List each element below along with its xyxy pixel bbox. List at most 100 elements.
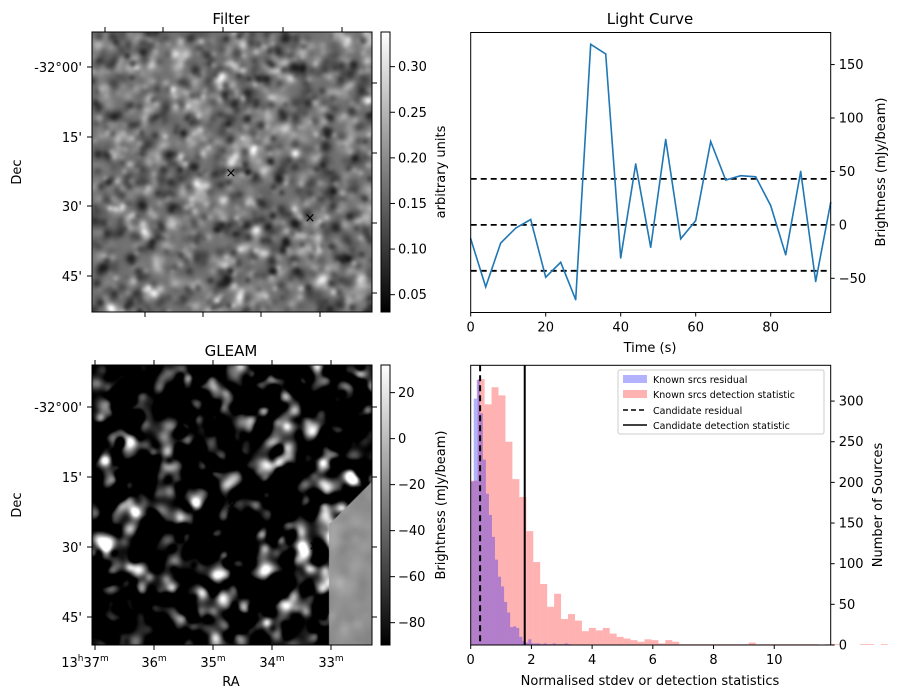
candidate-marker: × xyxy=(227,499,238,514)
light-curve-point xyxy=(769,204,772,207)
histogram-bar xyxy=(476,379,480,645)
gleam-image xyxy=(92,365,372,645)
filter-ticks xyxy=(87,27,377,317)
histogram-bar xyxy=(498,576,502,645)
detection-statistic-bars xyxy=(470,379,888,645)
histogram-bar xyxy=(479,413,483,645)
light-curve-point xyxy=(484,286,487,288)
ra-tick-label: 35m xyxy=(200,654,225,671)
light-curve-point xyxy=(559,261,562,264)
gleam-colorbar xyxy=(381,365,390,645)
histogram-bar xyxy=(510,627,514,645)
light-curve-point xyxy=(754,175,757,178)
x-tick-label: 40 xyxy=(612,321,629,336)
reference-marker: × xyxy=(305,211,316,226)
histogram-bar xyxy=(528,639,532,645)
light-curve-point xyxy=(664,138,667,141)
light-curve-xlabel: Time (s) xyxy=(623,341,677,356)
histogram-bar xyxy=(526,531,534,645)
light-curve-point xyxy=(589,43,592,46)
dec-tick-label: 30' xyxy=(62,541,82,556)
histogram-bar xyxy=(484,404,492,645)
light-curve-point xyxy=(679,237,682,240)
light-curve-point xyxy=(784,253,787,256)
gleam-ticks xyxy=(87,360,377,650)
light-curve-point xyxy=(739,174,742,177)
y-tick-label: 0 xyxy=(839,639,847,654)
gleam-colorbar-frame xyxy=(380,364,391,646)
colorbar-tick-label: −80 xyxy=(398,616,425,631)
gleam-ylabel: Dec xyxy=(10,492,25,517)
light-curve-point xyxy=(814,280,817,283)
histogram-bar xyxy=(504,601,508,645)
histogram-bar xyxy=(470,480,478,645)
filter-colorbar-ticks: 0.05 0.10 0.15 0.20 0.25 0.30 xyxy=(390,60,427,303)
x-tick-label: 0 xyxy=(467,321,475,336)
y-tick-label: 100 xyxy=(839,557,864,572)
x-tick-label: 20 xyxy=(537,321,554,336)
histogram-bar xyxy=(525,642,529,645)
light-curve-point xyxy=(799,170,802,173)
dec-tick-label: 15' xyxy=(62,471,82,486)
histogram-bar xyxy=(568,614,575,645)
dec-tick-label: 30' xyxy=(62,200,82,215)
colorbar-tick-label: −40 xyxy=(398,524,425,539)
gleam-title: GLEAM xyxy=(205,342,258,360)
histogram-bar xyxy=(866,644,874,645)
filter-colorbar-frame xyxy=(380,31,391,313)
legend-label: Candidate residual xyxy=(653,406,742,417)
histogram-panel: 0 2 4 6 8 10 0 50 100 150 200 250 300 Normalised st… xyxy=(467,364,888,689)
light-curve-xticks: 0 20 40 60 80 xyxy=(467,312,779,336)
light-curve-point xyxy=(709,140,712,143)
y-tick-label: 50 xyxy=(839,165,856,180)
colorbar-tick-label: −20 xyxy=(398,478,425,493)
gleam-colorbar-ticks: −80 −60 −40 −20 0 20 xyxy=(390,386,425,631)
histogram-bar xyxy=(564,643,568,645)
y-tick-label: 50 xyxy=(839,598,856,613)
light-curve-point xyxy=(529,218,532,221)
y-tick-label: 100 xyxy=(839,111,864,126)
light-curve-yticks: −50 0 50 100 150 xyxy=(830,58,866,287)
histogram-bar xyxy=(494,559,499,645)
colorbar-tick-label: 0 xyxy=(398,432,406,447)
light-curve-frame xyxy=(470,32,832,313)
light-curve-ylabel: Brightness (mJy/beam) xyxy=(874,98,889,247)
histogram-bar xyxy=(561,618,569,645)
candidate-marker: × xyxy=(226,166,237,181)
y-tick-label: 150 xyxy=(839,517,864,532)
histogram-bar xyxy=(554,593,562,645)
light-curve-point xyxy=(514,227,517,229)
residual-bars xyxy=(470,379,571,645)
light-curve-title: Light Curve xyxy=(607,10,693,28)
histogram-bar xyxy=(473,398,477,645)
colorbar-tick-label: 0.10 xyxy=(398,243,427,258)
y-tick-label: 0 xyxy=(839,218,847,233)
histogram-bar xyxy=(672,641,680,645)
y-tick-label: −50 xyxy=(839,272,866,287)
legend-label: Candidate detection statistic xyxy=(653,421,790,432)
dec-tick-label: 45' xyxy=(62,611,82,626)
histogram-bar xyxy=(574,620,582,645)
colorbar-tick-label: 0.15 xyxy=(398,197,427,212)
reference-marker: × xyxy=(309,539,320,554)
filter-colorbar xyxy=(381,32,390,312)
light-curve-point xyxy=(574,298,577,301)
dec-tick-label: -32°00' xyxy=(34,61,82,76)
histogram-xlabel: Normalised stdev or detection statistics xyxy=(521,674,780,689)
histogram-bar xyxy=(616,636,624,645)
x-tick-label: 80 xyxy=(762,321,779,336)
x-tick-label: 2 xyxy=(527,653,535,668)
histogram-bar xyxy=(748,642,756,645)
legend-swatch-residual xyxy=(623,375,647,383)
histogram-bar xyxy=(470,481,474,645)
filter-title: Filter xyxy=(212,10,250,28)
light-curve-point xyxy=(649,246,652,249)
histogram-bar xyxy=(581,631,589,645)
colorbar-tick-label: 0.30 xyxy=(398,60,427,75)
histogram-bar xyxy=(513,626,517,645)
histogram-bar xyxy=(644,639,652,645)
x-tick-label: 8 xyxy=(709,653,717,668)
colorbar-tick-label: 20 xyxy=(398,386,415,401)
histogram-bar xyxy=(501,586,505,645)
filter-image xyxy=(92,32,372,312)
